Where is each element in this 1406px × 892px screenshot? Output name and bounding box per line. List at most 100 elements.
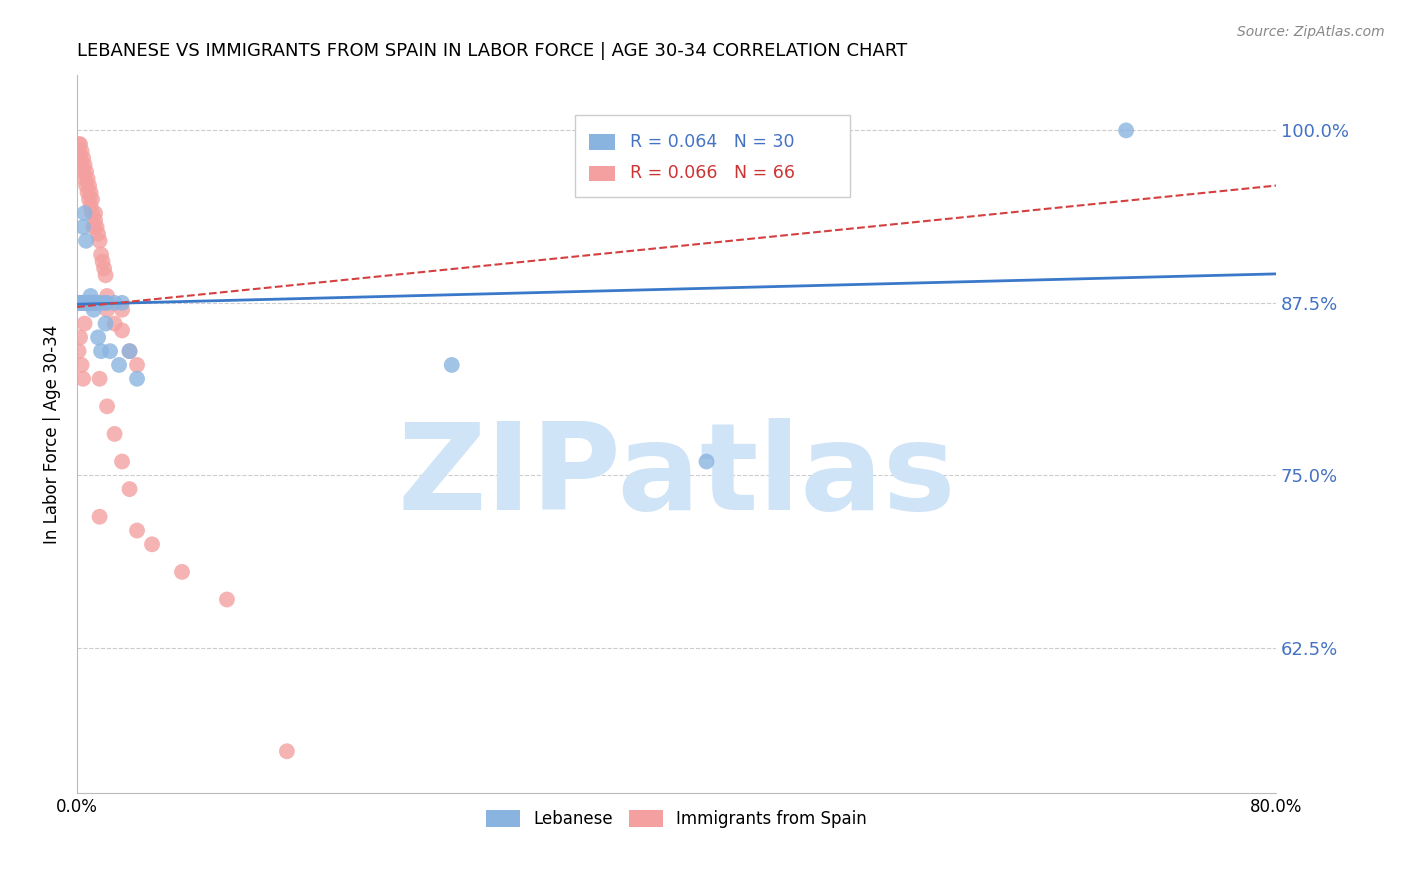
Point xyxy=(89,234,111,248)
Point xyxy=(70,358,93,372)
Point xyxy=(70,144,93,158)
Point xyxy=(86,219,108,234)
Point xyxy=(98,344,121,359)
Point xyxy=(76,186,98,200)
Point xyxy=(73,296,96,310)
Point xyxy=(96,302,118,317)
Point xyxy=(75,296,97,310)
Point xyxy=(440,358,463,372)
Legend: Lebanese, Immigrants from Spain: Lebanese, Immigrants from Spain xyxy=(479,803,873,835)
Point xyxy=(76,296,98,310)
Point xyxy=(84,206,107,220)
Point xyxy=(125,524,148,538)
Point xyxy=(76,296,98,310)
Point xyxy=(80,206,103,220)
Point xyxy=(103,296,125,310)
Point xyxy=(83,296,105,310)
Point xyxy=(69,296,91,310)
Text: R = 0.064   N = 30: R = 0.064 N = 30 xyxy=(630,133,794,151)
Point xyxy=(87,227,110,241)
Point xyxy=(75,178,97,193)
FancyBboxPatch shape xyxy=(589,166,616,181)
Point xyxy=(103,317,125,331)
Point xyxy=(70,296,93,310)
FancyBboxPatch shape xyxy=(589,134,616,150)
Point xyxy=(69,296,91,310)
Point xyxy=(73,296,96,310)
Point xyxy=(77,178,100,193)
Point xyxy=(73,158,96,172)
Point xyxy=(118,344,141,359)
Point xyxy=(84,213,107,227)
Point xyxy=(111,454,134,468)
Point xyxy=(103,426,125,441)
Point xyxy=(111,323,134,337)
Point xyxy=(83,219,105,234)
Point xyxy=(83,302,105,317)
Point xyxy=(73,171,96,186)
Point xyxy=(80,296,103,310)
Point xyxy=(72,165,94,179)
Point xyxy=(80,296,103,310)
Point xyxy=(76,171,98,186)
Point xyxy=(72,151,94,165)
Point xyxy=(89,372,111,386)
Point xyxy=(118,482,141,496)
Point xyxy=(67,296,90,310)
Point xyxy=(87,330,110,344)
Point xyxy=(67,144,90,158)
Text: LEBANESE VS IMMIGRANTS FROM SPAIN IN LABOR FORCE | AGE 30-34 CORRELATION CHART: LEBANESE VS IMMIGRANTS FROM SPAIN IN LAB… xyxy=(77,42,907,60)
Point xyxy=(96,296,118,310)
Point xyxy=(91,254,114,268)
Point xyxy=(86,296,108,310)
Point xyxy=(75,234,97,248)
Text: R = 0.066   N = 66: R = 0.066 N = 66 xyxy=(630,164,794,183)
Point xyxy=(72,219,94,234)
Point xyxy=(94,317,117,331)
Point xyxy=(67,137,90,152)
Text: Source: ZipAtlas.com: Source: ZipAtlas.com xyxy=(1237,25,1385,39)
Point xyxy=(70,296,93,310)
Point xyxy=(67,344,90,359)
Point xyxy=(69,330,91,344)
Point xyxy=(72,372,94,386)
Point xyxy=(141,537,163,551)
Point xyxy=(72,296,94,310)
FancyBboxPatch shape xyxy=(575,115,851,197)
Point xyxy=(70,158,93,172)
Point xyxy=(170,565,193,579)
Point xyxy=(73,206,96,220)
Point xyxy=(93,261,115,276)
Point xyxy=(75,165,97,179)
Point xyxy=(1115,123,1137,137)
Point xyxy=(79,289,101,303)
Point xyxy=(79,186,101,200)
Point xyxy=(73,317,96,331)
Point xyxy=(72,296,94,310)
Point xyxy=(215,592,238,607)
Point xyxy=(111,302,134,317)
Point xyxy=(80,193,103,207)
Y-axis label: In Labor Force | Age 30-34: In Labor Force | Age 30-34 xyxy=(44,325,60,543)
Point xyxy=(96,289,118,303)
Point xyxy=(79,296,101,310)
Point xyxy=(96,400,118,414)
Point xyxy=(67,296,90,310)
Point xyxy=(125,372,148,386)
Point xyxy=(125,358,148,372)
Point xyxy=(276,744,298,758)
Point xyxy=(695,454,717,468)
Text: ZIPatlas: ZIPatlas xyxy=(398,418,956,535)
Point xyxy=(69,137,91,152)
Point xyxy=(75,296,97,310)
Point xyxy=(111,296,134,310)
Point xyxy=(84,296,107,310)
Point xyxy=(77,296,100,310)
Point xyxy=(93,296,115,310)
Point xyxy=(79,199,101,213)
Point xyxy=(89,296,111,310)
Point xyxy=(89,509,111,524)
Point xyxy=(69,151,91,165)
Point xyxy=(90,344,112,359)
Point xyxy=(108,358,131,372)
